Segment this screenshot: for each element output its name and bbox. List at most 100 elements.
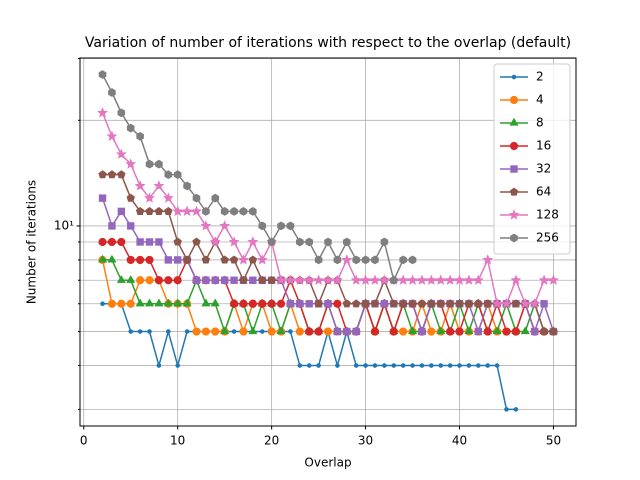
marker bbox=[192, 193, 201, 203]
marker bbox=[267, 275, 276, 284]
marker bbox=[258, 275, 267, 284]
x-tick-label: 0 bbox=[80, 434, 88, 448]
marker bbox=[407, 274, 418, 285]
marker bbox=[464, 326, 474, 335]
marker bbox=[98, 70, 107, 79]
marker bbox=[353, 363, 359, 368]
marker bbox=[153, 180, 165, 191]
marker bbox=[267, 327, 276, 336]
marker bbox=[418, 327, 426, 336]
marker bbox=[98, 194, 107, 202]
marker bbox=[410, 363, 415, 368]
marker bbox=[230, 207, 238, 216]
marker bbox=[474, 327, 483, 336]
marker bbox=[249, 207, 257, 216]
marker bbox=[147, 329, 152, 334]
marker bbox=[98, 254, 108, 263]
marker bbox=[108, 88, 116, 97]
marker bbox=[454, 274, 465, 285]
marker bbox=[447, 363, 453, 368]
axes-frame bbox=[79, 57, 577, 427]
marker bbox=[316, 363, 321, 368]
marker bbox=[145, 238, 154, 246]
marker bbox=[107, 170, 117, 179]
marker bbox=[258, 221, 267, 231]
marker bbox=[372, 363, 378, 368]
plot-area bbox=[97, 70, 559, 412]
marker bbox=[455, 299, 464, 308]
marker bbox=[154, 298, 164, 307]
y-tick-label: 10¹ bbox=[54, 218, 74, 232]
marker bbox=[220, 255, 229, 264]
marker bbox=[457, 363, 462, 368]
marker bbox=[361, 255, 370, 265]
marker bbox=[511, 74, 517, 80]
marker bbox=[211, 327, 220, 336]
marker bbox=[502, 327, 511, 336]
x-tick-label: 40 bbox=[452, 434, 467, 448]
marker bbox=[474, 299, 483, 308]
marker bbox=[175, 363, 180, 368]
marker bbox=[548, 274, 559, 285]
marker bbox=[371, 255, 379, 265]
marker bbox=[286, 300, 295, 308]
marker bbox=[303, 274, 315, 285]
marker bbox=[97, 107, 108, 118]
marker bbox=[155, 159, 163, 169]
marker bbox=[117, 207, 126, 216]
marker bbox=[229, 255, 239, 264]
marker bbox=[107, 237, 117, 247]
marker bbox=[416, 274, 428, 285]
marker bbox=[229, 299, 239, 308]
marker bbox=[128, 329, 134, 334]
marker bbox=[314, 299, 323, 308]
marker bbox=[219, 220, 231, 231]
marker bbox=[136, 255, 145, 265]
marker bbox=[135, 206, 145, 215]
marker bbox=[162, 192, 174, 203]
marker bbox=[173, 237, 182, 246]
marker bbox=[100, 301, 105, 307]
marker bbox=[173, 276, 182, 285]
y-axis-label: Number of iterations bbox=[25, 180, 39, 304]
marker bbox=[116, 275, 126, 283]
marker bbox=[239, 207, 248, 216]
x-tick-label: 10 bbox=[170, 434, 185, 448]
marker bbox=[173, 256, 182, 264]
marker bbox=[509, 187, 519, 196]
chart-title: Variation of number of iterations with r… bbox=[85, 35, 571, 51]
marker bbox=[182, 298, 192, 307]
marker bbox=[408, 326, 418, 335]
marker bbox=[391, 363, 397, 368]
series-line bbox=[101, 74, 413, 283]
marker bbox=[164, 276, 173, 285]
marker bbox=[184, 329, 190, 334]
marker bbox=[145, 276, 154, 285]
marker bbox=[397, 274, 409, 285]
marker bbox=[513, 407, 519, 412]
marker bbox=[117, 108, 126, 118]
marker bbox=[352, 255, 360, 265]
marker bbox=[248, 299, 257, 308]
marker bbox=[361, 299, 370, 308]
marker bbox=[508, 209, 520, 220]
marker bbox=[399, 327, 408, 336]
marker bbox=[466, 363, 472, 368]
marker bbox=[247, 236, 259, 247]
marker bbox=[538, 274, 550, 285]
marker bbox=[145, 159, 154, 169]
x-axis-label: Overlap bbox=[304, 456, 351, 470]
marker bbox=[228, 236, 240, 247]
marker bbox=[211, 193, 220, 203]
marker bbox=[182, 255, 192, 264]
marker bbox=[427, 327, 436, 336]
marker bbox=[276, 299, 286, 308]
marker bbox=[294, 274, 306, 285]
marker bbox=[549, 327, 558, 336]
marker bbox=[275, 274, 287, 285]
marker bbox=[108, 222, 116, 230]
marker bbox=[267, 237, 276, 247]
marker bbox=[370, 327, 380, 336]
legend-box bbox=[493, 63, 571, 255]
legend-label: 128 bbox=[536, 208, 559, 222]
